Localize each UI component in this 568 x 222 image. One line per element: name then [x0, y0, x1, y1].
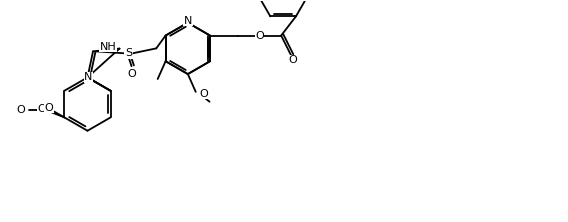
Text: O: O: [200, 89, 208, 99]
Text: O: O: [37, 103, 46, 113]
Text: NH: NH: [100, 42, 116, 52]
Text: O: O: [16, 105, 25, 115]
Text: N: N: [84, 72, 93, 82]
Text: O: O: [289, 55, 298, 65]
Text: N: N: [183, 16, 192, 26]
Text: O: O: [44, 103, 53, 113]
Text: O: O: [127, 69, 136, 79]
Text: O: O: [255, 31, 264, 41]
Text: S: S: [125, 48, 132, 58]
